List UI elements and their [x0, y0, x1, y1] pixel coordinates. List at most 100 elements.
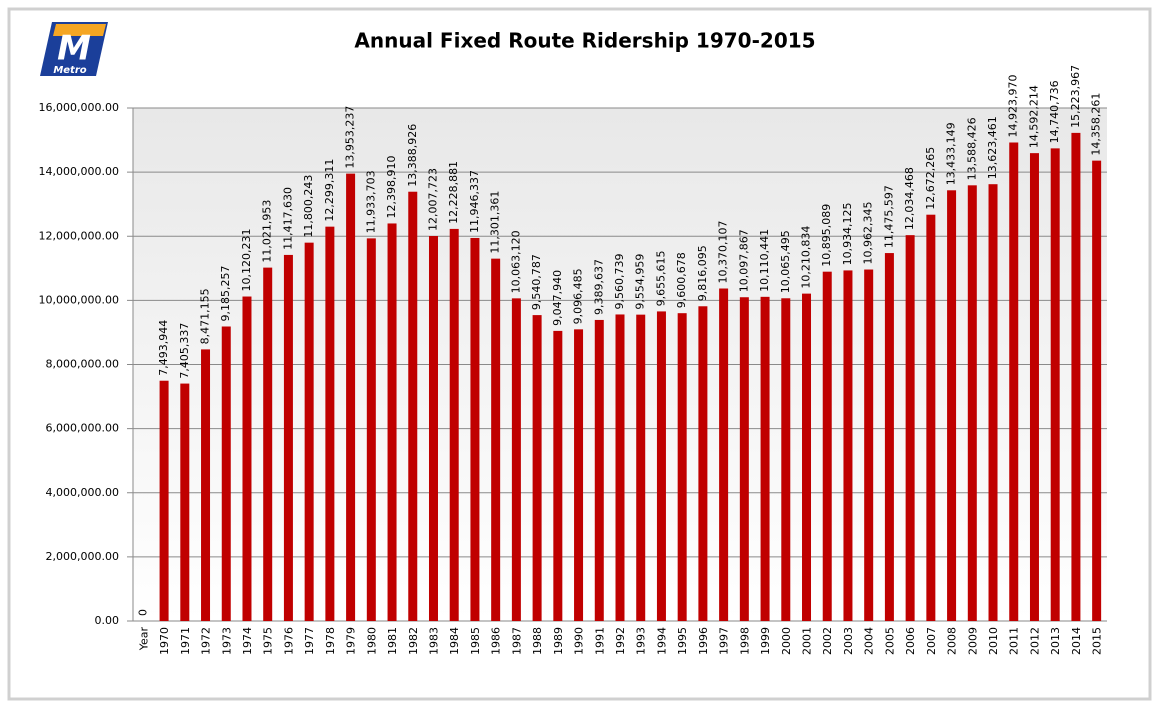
bar — [677, 313, 687, 621]
value-label: 14,923,970 — [1007, 75, 1020, 138]
value-label: 7,405,337 — [178, 323, 191, 379]
y-tick-label: 12,000,000.00 — [39, 229, 119, 242]
x-tick-label: 1976 — [282, 627, 295, 655]
x-tick-label: 2007 — [925, 627, 938, 655]
bar — [428, 236, 438, 621]
bar — [1050, 148, 1060, 621]
x-tick-label: 1989 — [552, 627, 565, 655]
bar — [491, 258, 501, 621]
value-label: 7,493,944 — [157, 320, 170, 376]
value-label: 13,953,237 — [344, 106, 357, 169]
y-tick-label: 2,000,000.00 — [46, 550, 119, 563]
x-tick-label: 2010 — [987, 627, 1000, 655]
value-label: 9,389,637 — [592, 259, 605, 315]
bar — [781, 298, 791, 621]
x-tick-label: 2009 — [966, 627, 979, 655]
bar — [201, 349, 211, 621]
bar — [553, 330, 563, 621]
value-label: 10,370,107 — [717, 221, 730, 284]
bar — [304, 242, 314, 621]
x-tick-label: 2011 — [1008, 627, 1021, 655]
bar — [574, 329, 584, 621]
value-label: 12,007,723 — [426, 168, 439, 231]
y-tick-label: 14,000,000.00 — [39, 165, 119, 178]
x-tick-label: 1973 — [220, 627, 233, 655]
logo-text: Metro — [53, 65, 86, 76]
x-tick-label: 1970 — [158, 627, 171, 655]
x-tick-label: 2013 — [1049, 627, 1062, 655]
value-label: 10,962,345 — [862, 202, 875, 265]
x-tick-label: 1990 — [573, 627, 586, 655]
bar — [408, 191, 418, 621]
value-label: 11,933,703 — [364, 170, 377, 233]
value-label: 9,185,257 — [219, 266, 232, 322]
value-label: 10,895,089 — [820, 204, 833, 267]
bar — [656, 311, 666, 621]
value-label: 12,672,265 — [924, 147, 937, 210]
bar — [366, 238, 376, 621]
value-label: 14,592,214 — [1027, 85, 1040, 148]
x-tick-label: 2005 — [883, 627, 896, 655]
x-tick-label: 2006 — [904, 627, 917, 655]
y-tick-label: 4,000,000.00 — [46, 486, 119, 499]
x-tick-label: 1971 — [179, 627, 192, 655]
x-tick-label: 1992 — [614, 627, 627, 655]
x-tick-label: 1996 — [697, 627, 710, 655]
value-label: 10,065,495 — [779, 230, 792, 293]
bar — [325, 226, 335, 622]
x-tick-label: 1987 — [510, 627, 523, 655]
x-tick-label: 1999 — [759, 627, 772, 655]
y-tick-label: 8,000,000.00 — [46, 358, 119, 371]
bar — [1092, 160, 1102, 622]
x-tick-label: 2012 — [1028, 627, 1041, 655]
x-tick-label: 1980 — [365, 627, 378, 655]
bar — [594, 319, 604, 621]
bar — [864, 269, 874, 621]
bar — [532, 315, 542, 621]
bar — [511, 298, 521, 621]
y-tick-label: 6,000,000.00 — [46, 422, 119, 435]
bar — [843, 270, 853, 621]
value-label: 9,540,787 — [530, 254, 543, 310]
bar — [1029, 153, 1039, 621]
bar — [283, 254, 293, 621]
x-tick-label: 1974 — [241, 627, 254, 655]
value-label: 8,471,155 — [199, 288, 212, 344]
value-label: 11,021,953 — [261, 200, 274, 263]
bar — [719, 288, 729, 621]
x-tick-label: 1998 — [738, 627, 751, 655]
value-label: 11,946,337 — [468, 170, 481, 233]
value-label: 11,475,597 — [882, 185, 895, 248]
value-label: 11,417,630 — [281, 187, 294, 250]
value-label: 10,097,867 — [737, 229, 750, 292]
bar — [822, 271, 832, 621]
y-tick-label: 16,000,000.00 — [39, 101, 119, 114]
y-tick-label: 10,000,000.00 — [39, 293, 119, 306]
bar — [449, 228, 459, 621]
bar — [242, 296, 252, 621]
value-label: 13,623,461 — [986, 116, 999, 179]
x-tick-label: 1981 — [386, 627, 399, 655]
x-tick-label: 1995 — [676, 627, 689, 655]
value-label: 0 — [136, 609, 149, 616]
x-tick-label: 1978 — [324, 627, 337, 655]
bar — [739, 297, 749, 621]
value-label: 13,388,926 — [406, 124, 419, 187]
value-label: 12,398,910 — [385, 155, 398, 218]
value-label: 9,560,739 — [613, 253, 626, 309]
bar — [470, 237, 480, 621]
x-tick-label: 1977 — [303, 627, 316, 655]
bar — [884, 253, 894, 622]
bar — [760, 296, 770, 621]
bar — [387, 223, 397, 621]
value-label: 10,210,834 — [800, 226, 813, 289]
value-label: 14,358,261 — [1090, 93, 1103, 156]
x-tick-label: 2015 — [1091, 627, 1104, 655]
bar — [802, 293, 812, 621]
x-tick-label: 1983 — [427, 627, 440, 655]
x-tick-label: 1997 — [718, 627, 731, 655]
x-tick-label: 2014 — [1070, 627, 1083, 655]
value-label: 9,096,485 — [572, 268, 585, 324]
logo: M Metro — [40, 22, 108, 76]
